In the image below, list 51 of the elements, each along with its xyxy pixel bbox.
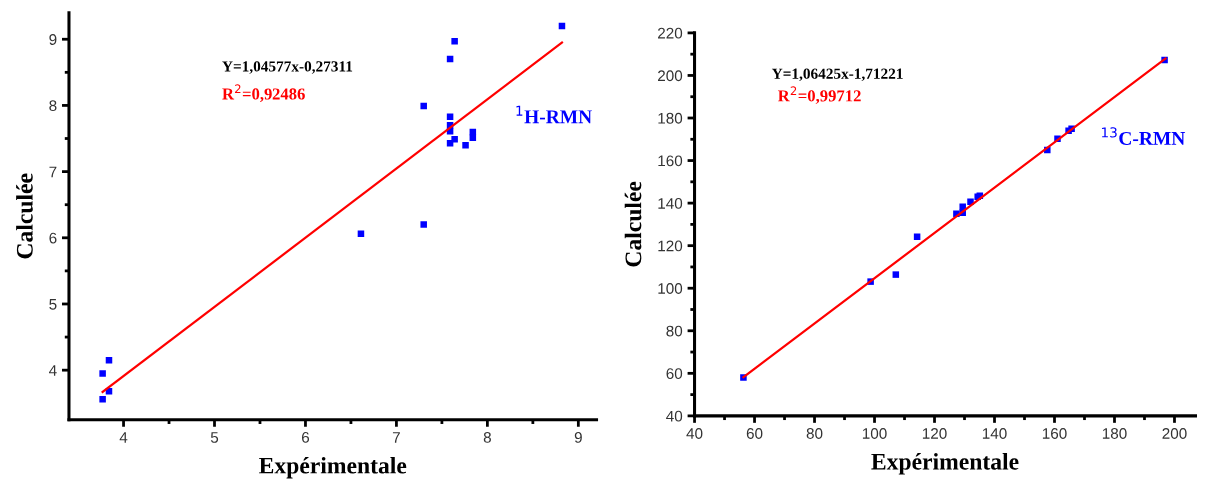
annotation: $^{1}$H-RMN — [516, 105, 592, 124]
y-tick-label: 180 — [658, 112, 683, 124]
x-tick-label: 60 — [746, 428, 763, 439]
point — [99, 370, 106, 377]
y-tick-label: 80 — [666, 325, 683, 337]
y-tick-label: 100 — [658, 283, 683, 294]
annotation: Y=1,06425x-1,71221 — [771, 68, 903, 82]
annotation: R$^{2}$=0,99712 — [777, 86, 861, 104]
annotation: R$^{2}$=0,92486 — [222, 84, 305, 102]
annotation: $^{13}$C-RMN — [1101, 127, 1186, 145]
x-tick-label: 7 — [392, 432, 400, 443]
x-tick-label: 160 — [1042, 428, 1067, 439]
point — [462, 141, 469, 149]
y-axis-title: Calculée — [624, 181, 642, 267]
x-axis-title: Expérimentale — [871, 453, 1019, 475]
point — [959, 203, 966, 210]
x-tick-label: 5 — [210, 432, 219, 443]
point — [451, 37, 458, 45]
x-tick-label: 80 — [806, 428, 823, 439]
y-axis-title: Calculée — [16, 173, 33, 259]
x-tick-label: 8 — [483, 432, 491, 443]
point — [446, 113, 454, 120]
y-tick-label: 220 — [658, 27, 683, 39]
x-tick-label: 4 — [119, 432, 128, 443]
point — [99, 396, 106, 403]
point — [913, 233, 921, 240]
y-tick-label: 4 — [49, 365, 57, 376]
x-tick-label: 40 — [686, 428, 703, 439]
point — [892, 271, 900, 278]
point — [420, 221, 427, 228]
y-tick-label: 160 — [658, 155, 683, 167]
x-tick-label: 100 — [862, 428, 887, 439]
y-tick-label: 140 — [658, 197, 683, 209]
y-tick-label: 120 — [658, 240, 683, 252]
y-tick-label: 60 — [666, 368, 683, 380]
y-tick-label: 9 — [49, 34, 57, 45]
x-tick-label: 6 — [301, 432, 310, 443]
x-tick-label: 120 — [922, 428, 947, 439]
y-tick-label: 6 — [49, 232, 57, 244]
y-tick-label: 7 — [49, 166, 57, 178]
y-tick-label: 40 — [666, 410, 683, 422]
y-tick-label: 200 — [658, 70, 683, 82]
x-tick-label: 140 — [982, 428, 1007, 439]
point — [420, 102, 427, 110]
x-axis-title: Expérimentale — [259, 456, 407, 479]
x-tick-label: 9 — [574, 432, 582, 443]
annotation: Y=1,04577x-0,27311 — [222, 61, 353, 74]
y-tick-label: 5 — [49, 299, 57, 310]
x-tick-label: 180 — [1102, 428, 1127, 439]
x-tick-label: 200 — [1162, 428, 1187, 439]
y-tick-label: 8 — [49, 100, 57, 112]
